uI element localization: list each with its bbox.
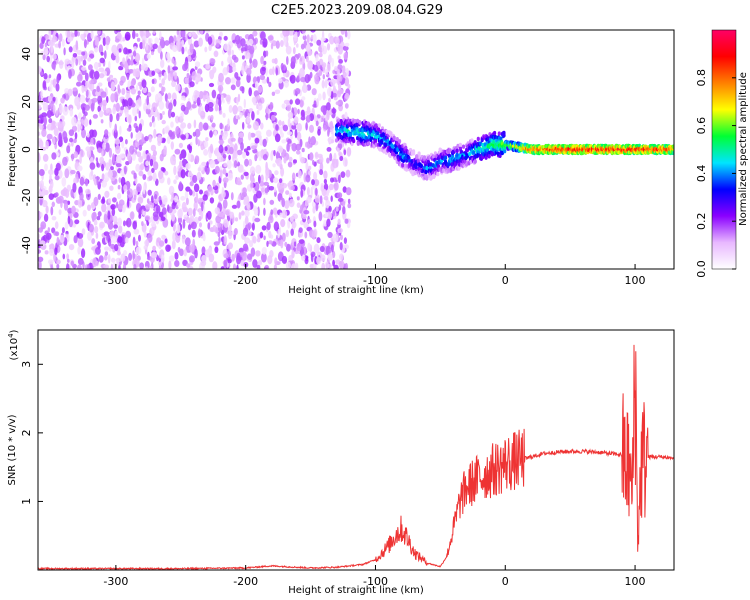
spectrogram-y-tick-label: 20: [20, 95, 33, 109]
snr-x-tick-label: -100: [363, 575, 388, 588]
snr-x-tick-label: 100: [625, 575, 646, 588]
colorbar-tick-label: 0.2: [695, 212, 708, 230]
spectrogram-x-tick-label: -300: [103, 274, 128, 287]
snr-y-tick-label: 2: [20, 429, 33, 436]
colorbar-tick-label: 0.6: [695, 117, 708, 135]
snr-y-axis-label: SNR (10 * v/v): [7, 414, 18, 485]
snr-x-tick-label: 0: [502, 575, 509, 588]
colorbar-tick-label: 0.8: [695, 69, 708, 87]
spectrogram-y-tick-label: -40: [20, 236, 33, 254]
snr-y-tick-label: 1: [20, 498, 33, 505]
snr-panel: -300 -200 -100 0 100 1 2 3 Height of straight l…: [7, 329, 675, 596]
snr-frame: [37, 329, 675, 571]
colorbar: 0.0 0.2 0.4 0.6 0.8 Normalized spectral ampl…: [695, 29, 749, 278]
colorbar-tick-label: 0.4: [695, 165, 708, 183]
colorbar-ticks: 0.0 0.2 0.4 0.6 0.8: [695, 69, 736, 278]
snr-x-axis-label: Height of straight line (km): [288, 585, 424, 596]
spectrogram-plot-area: [38, 30, 674, 269]
spectrogram-y-tick-label: 0: [20, 146, 33, 153]
colorbar-tick-label: 0.0: [695, 260, 708, 278]
spectrogram-y-tick-label: 40: [20, 47, 33, 61]
spectrogram-x-tick-label: 0: [502, 274, 509, 287]
snr-series-line: [38, 344, 674, 570]
spectrogram-x-tick-label: -100: [363, 274, 388, 287]
chart-title: C2E5.2023.209.08.04.G29: [271, 3, 443, 18]
snr-x-tick-label: -200: [233, 575, 258, 588]
spectrogram-y-tick-label: -20: [20, 188, 33, 206]
spectrogram-y-axis-label: Frequency (Hz): [7, 111, 18, 187]
snr-ticks: -300 -200 -100 0 100 1 2 3: [20, 361, 646, 588]
spectrogram-x-tick-label: 100: [625, 274, 646, 287]
snr-y-tick-label: 3: [20, 361, 33, 368]
snr-x-tick-label: -300: [103, 575, 128, 588]
colorbar-gradient: [711, 29, 737, 270]
colorbar-label: Normalized spectral amplitude: [738, 72, 749, 226]
snr-y-multiplier: (x104): [7, 329, 20, 360]
spectrogram-x-tick-label: -200: [233, 274, 258, 287]
spectrogram-x-axis-label: Height of straight line (km): [288, 285, 424, 296]
